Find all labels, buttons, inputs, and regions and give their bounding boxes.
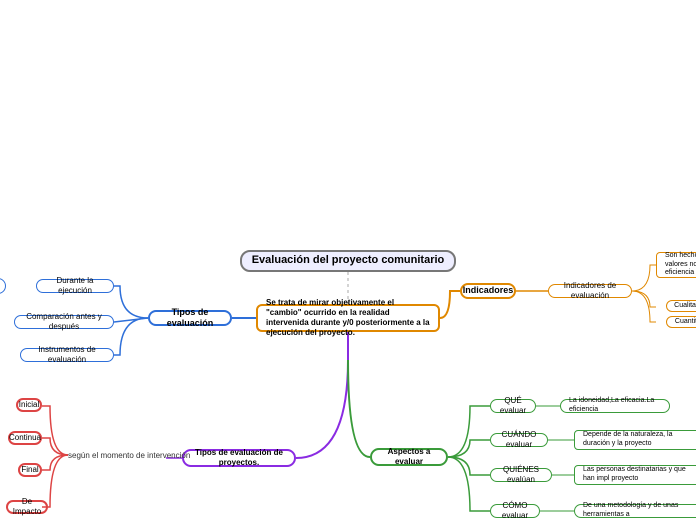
asp-como-a: De una metodología y de unas herramienta… bbox=[574, 504, 696, 518]
asp-como: CÓMO evaluar bbox=[490, 504, 540, 518]
asp-cuando-a: Depende de la naturaleza, la duración y … bbox=[574, 430, 696, 450]
tipos-proy: Tipos de evaluación de proyectos. bbox=[182, 449, 296, 467]
asp-quien: QUIÉNES evalúan bbox=[490, 468, 552, 482]
mom-continua: Continua bbox=[8, 431, 42, 445]
root-node: Evaluación del proyecto comunitario bbox=[240, 250, 456, 272]
asp-cuando: CUÁNDO evaluar bbox=[490, 433, 548, 447]
desc-node: Se trata de mirar objetivamente el "camb… bbox=[256, 304, 440, 332]
te-durante: Durante la ejecución bbox=[36, 279, 114, 293]
aspectos: Aspectos a evaluar bbox=[370, 448, 448, 466]
te-cut bbox=[0, 278, 6, 294]
mom-inicial: Inicial bbox=[16, 398, 42, 412]
te-comparacion: Comparación antes y después bbox=[14, 315, 114, 329]
ind-cuanti: Cuantit bbox=[666, 316, 696, 328]
ind-top: Son hechos valores nos eficiencia de bbox=[656, 252, 696, 278]
asp-que: QUÉ evaluar bbox=[490, 399, 536, 413]
ind-eval: Indicadores de evaluación bbox=[548, 284, 632, 298]
asp-quien-a: Las personas destinatarias y que han imp… bbox=[574, 465, 696, 485]
ind-cuali: Cualitat bbox=[666, 300, 696, 312]
te-instrumentos: Instrumentos de evaluación bbox=[20, 348, 114, 362]
mom-impacto: De Impacto bbox=[6, 500, 48, 514]
momento-label: según el momento de intervención bbox=[68, 451, 190, 460]
asp-que-a: La idoneidad,La eficacia.La eficiencia bbox=[560, 399, 670, 413]
mom-final: Final bbox=[18, 463, 42, 477]
indicadores: Indicadores bbox=[460, 283, 516, 299]
tipos-eval: Tipos de evaluación bbox=[148, 310, 232, 326]
